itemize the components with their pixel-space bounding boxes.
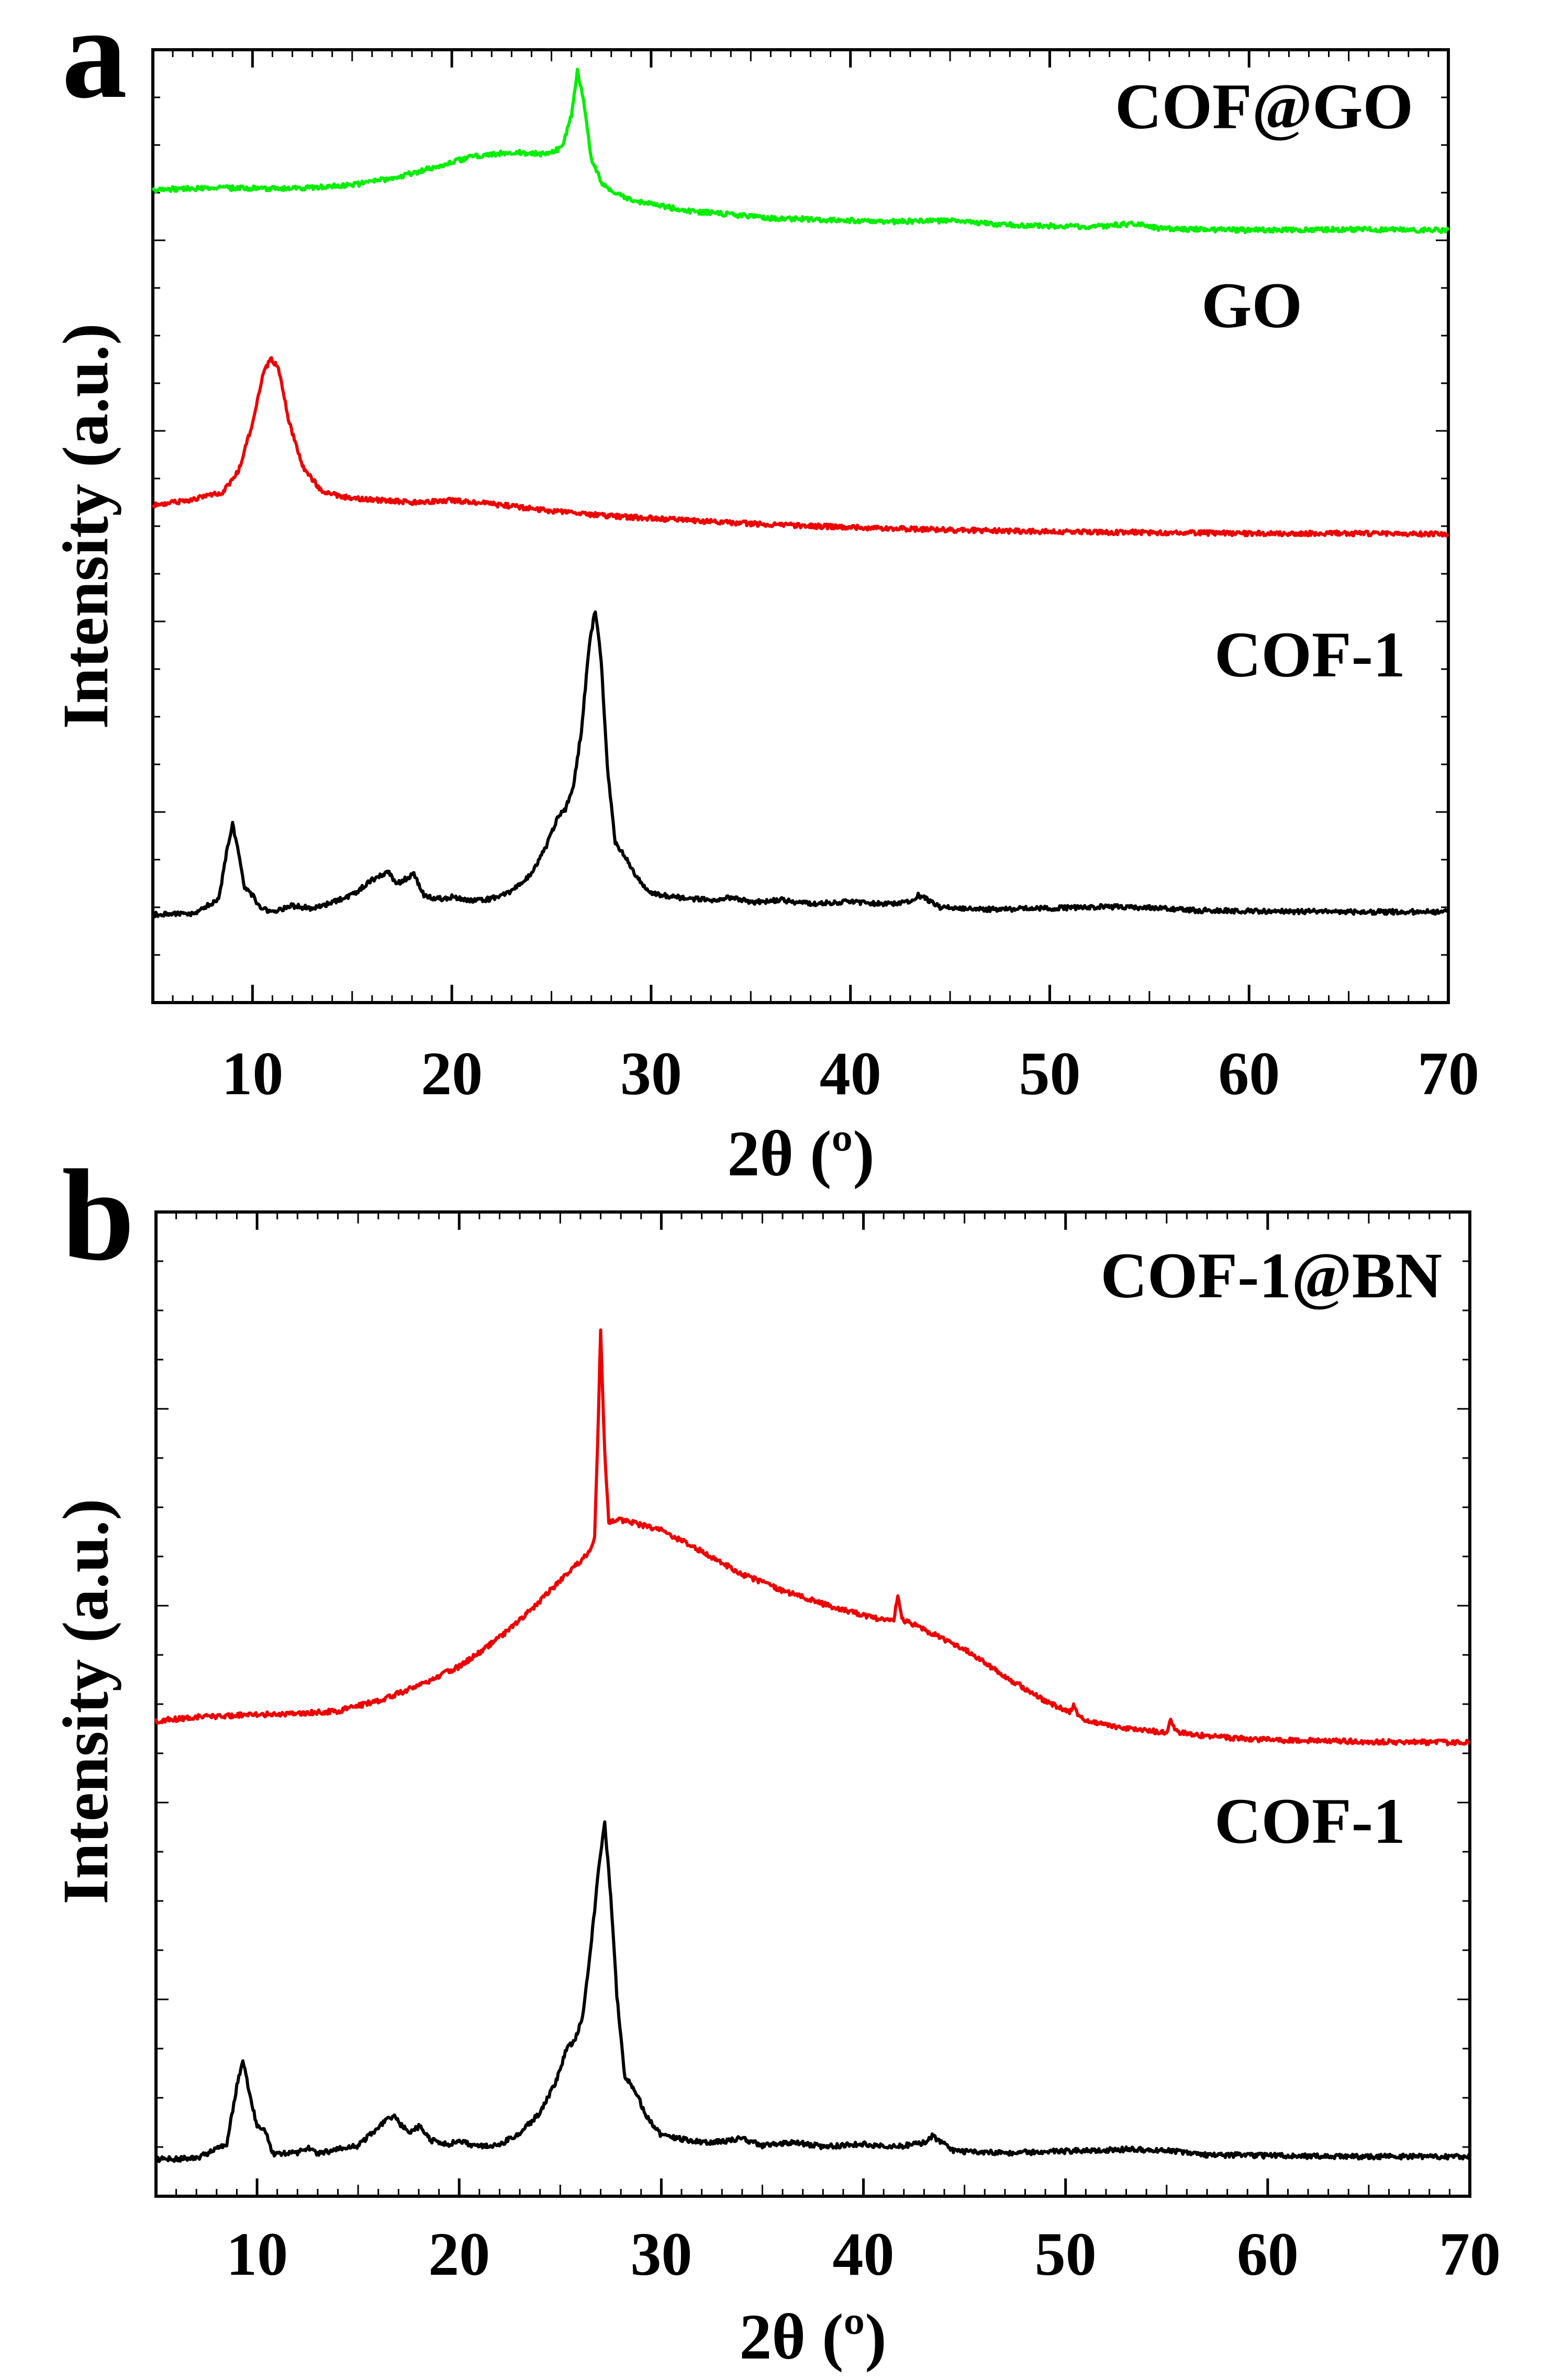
panel-letter-a: a xyxy=(62,0,127,126)
x-tick-label-70: 70 xyxy=(1417,1039,1479,1108)
series-line-cof-1-bn xyxy=(154,1328,1471,1747)
series-label-cof-1-bn: COF-1@BN xyxy=(1100,1240,1442,1311)
series-label-cof-1-a: COF-1 xyxy=(1214,619,1405,691)
panel-a: a 10 20 30 40 50 60 70 2θ (º) Intensity (a.u.)… xyxy=(50,0,1479,1189)
series-a xyxy=(151,68,1450,919)
series-label-cof-go: COF@GO xyxy=(1115,71,1413,142)
x-tick-label-50: 50 xyxy=(1019,1039,1080,1108)
x-tick-label-10: 10 xyxy=(221,1039,283,1108)
x-tick-labels-a: 10 20 30 40 50 60 70 xyxy=(221,1039,1479,1108)
x-tick-labels-b: 10 20 30 40 50 60 70 xyxy=(226,2220,1501,2288)
ticks-a xyxy=(153,50,1450,1003)
x-tick-label-60: 60 xyxy=(1218,1039,1280,1108)
y-axis-title-b: Intensity (a.u.) xyxy=(50,1498,121,1904)
x-tick-label-30: 30 xyxy=(630,2220,692,2288)
x-tick-label-40: 40 xyxy=(820,1039,881,1108)
x-tick-label-40: 40 xyxy=(833,2220,895,2288)
x-tick-label-60: 60 xyxy=(1237,2220,1299,2288)
x-tick-label-10: 10 xyxy=(226,2220,288,2288)
y-axis-title-a: Intensity (a.u.) xyxy=(50,323,121,729)
series-b xyxy=(154,1328,1471,2163)
x-tick-label-20: 20 xyxy=(428,2220,490,2288)
x-axis-title-b: 2θ (º) xyxy=(739,2301,886,2373)
x-tick-label-20: 20 xyxy=(421,1039,483,1108)
x-tick-label-50: 50 xyxy=(1035,2220,1097,2288)
series-label-cof-1-b: COF-1 xyxy=(1214,1785,1405,1857)
series-label-go: GO xyxy=(1201,270,1302,341)
panel-letter-b: b xyxy=(62,1143,135,1288)
series-line-cof-1 xyxy=(154,1820,1471,2163)
x-tick-label-70: 70 xyxy=(1439,2220,1501,2288)
x-axis-title-a: 2θ (º) xyxy=(727,1118,874,1189)
panel-b: b 10 20 30 40 50 60 70 2θ (º) Intensity (a.u.)… xyxy=(50,1143,1501,2373)
plot-frame-b xyxy=(154,1210,1471,2198)
x-tick-label-30: 30 xyxy=(620,1039,682,1108)
series-line-go xyxy=(151,356,1450,538)
series-line-cof-go xyxy=(151,68,1450,235)
ticks-b xyxy=(156,1212,1471,2196)
series-line-cof-1 xyxy=(151,610,1449,919)
